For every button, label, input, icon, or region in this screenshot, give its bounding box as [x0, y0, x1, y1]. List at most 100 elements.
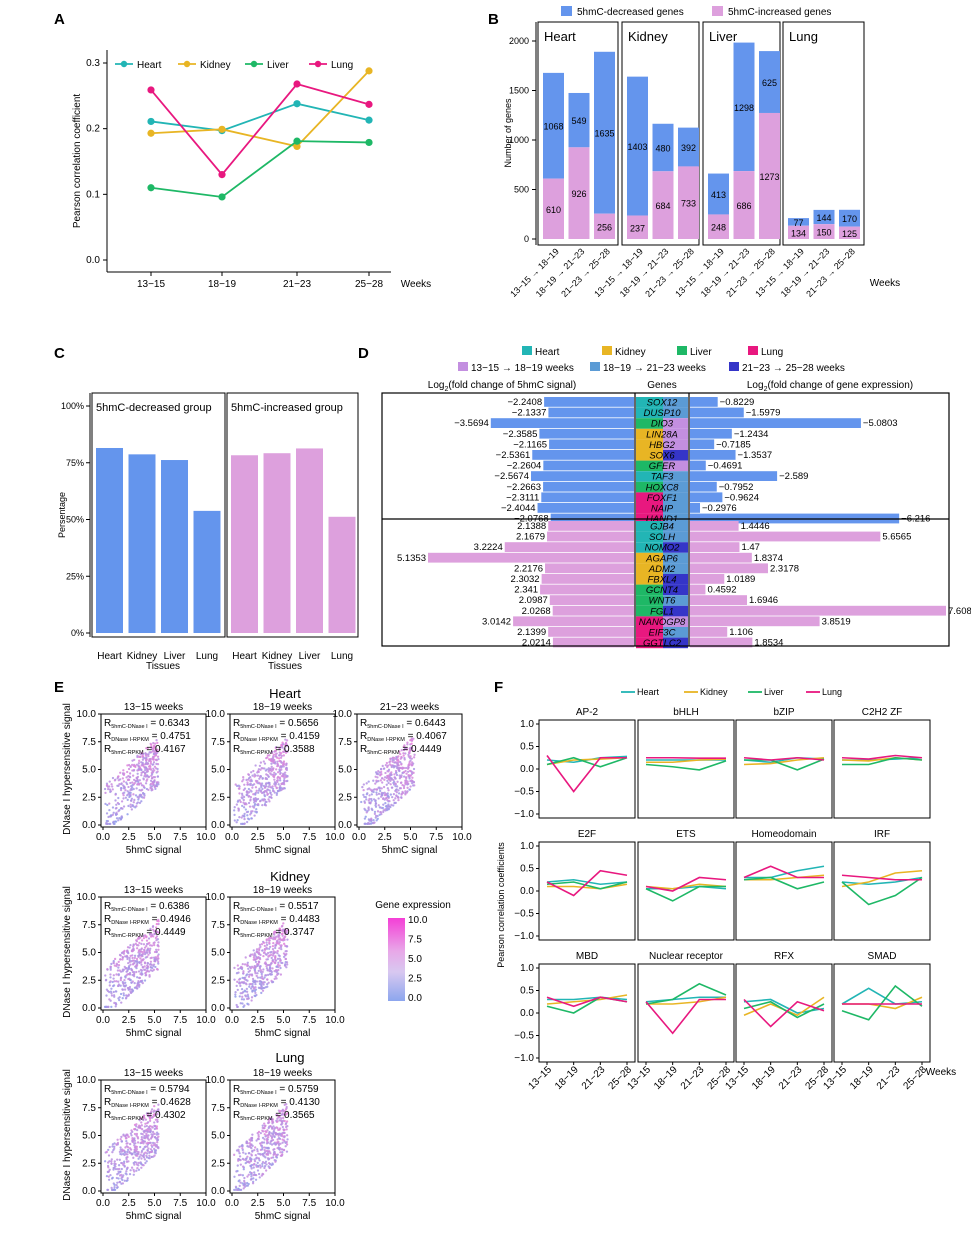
- e-scatter-point: [284, 741, 288, 744]
- d-bar-5hmc: [552, 637, 634, 648]
- e-scatter-point: [273, 750, 277, 753]
- e-scatter-point: [119, 1170, 122, 1173]
- e-scatter-point: [134, 959, 137, 963]
- e-scatter-point: [126, 790, 129, 793]
- e-scatter-point: [281, 1109, 285, 1112]
- e-scatter-point: [398, 769, 401, 772]
- d-gene-week-cell: [663, 637, 688, 649]
- e-scatter-point: [260, 975, 264, 978]
- e-scatter-lung-1-points: [233, 1103, 289, 1192]
- e-scatter-point: [263, 1133, 266, 1136]
- e-scatter-point: [382, 785, 386, 789]
- e-scatter-point: [399, 760, 402, 764]
- e-scatter-point: [272, 952, 275, 955]
- e-scatter-point: [132, 793, 135, 796]
- e-scatter-point: [406, 790, 409, 793]
- e-scatter-point: [131, 954, 134, 957]
- e-scatter-point: [266, 788, 269, 791]
- e-scatter-point: [274, 951, 277, 954]
- e-scatter-point: [135, 985, 138, 988]
- e-scatter-heart-0-y-tick-label: 0.0: [82, 820, 96, 831]
- e-scatter-point: [398, 774, 401, 777]
- d-gene-label: HBG2: [649, 440, 676, 451]
- d-legend-swatch-tissue: [602, 346, 612, 355]
- e-scatter-point: [254, 786, 258, 789]
- e-scatter-point: [243, 963, 247, 966]
- e-scatter-point: [275, 755, 278, 758]
- f-series-line-kidney: [744, 874, 825, 881]
- e-scatter-point: [133, 764, 137, 768]
- e-scatter-point: [125, 1160, 129, 1163]
- b-bar-label-decreased: 625: [762, 78, 777, 88]
- d-value-5hmc: 2.0987: [519, 595, 548, 606]
- e-scatter-point: [275, 1126, 278, 1129]
- e-scatter-point: [125, 996, 128, 999]
- e-scatter-point: [237, 1150, 240, 1153]
- e-scatter-point: [141, 965, 144, 969]
- e-scatter-point: [124, 984, 128, 987]
- e-scatter-point: [237, 967, 240, 971]
- e-scatter-point: [284, 957, 288, 961]
- e-scatter-point: [135, 1145, 139, 1149]
- e-scatter-point: [253, 1171, 256, 1174]
- f-series-line-heart: [645, 996, 726, 1003]
- e-scatter-point: [390, 771, 393, 774]
- e-scatter-point: [123, 1160, 126, 1163]
- e-scatter-point: [140, 1135, 144, 1139]
- d-gene-week-cell: [663, 418, 688, 429]
- e-scatter-point: [137, 1157, 140, 1160]
- e-scatter-point: [107, 815, 110, 819]
- e-scatter-point: [141, 796, 144, 799]
- d-bar-expression: [690, 439, 715, 450]
- d-gene-label: HOXC8: [646, 482, 679, 493]
- e-scatter-point: [243, 1004, 246, 1007]
- e-scatter-point: [251, 989, 254, 992]
- f-facet-title: E2F: [578, 829, 596, 840]
- e-scatter-point: [379, 811, 383, 814]
- e-scatter-point: [248, 1141, 251, 1145]
- e-scatter-point: [256, 964, 260, 967]
- d-gene-label: ADM2: [648, 564, 676, 575]
- d-gene-label: FOXF1: [647, 493, 678, 504]
- e-scatter-point: [105, 1174, 109, 1178]
- c-bar: [328, 516, 356, 633]
- e-scatter-point: [261, 1146, 264, 1149]
- e-scatter-point: [157, 941, 160, 944]
- e-scatter-point: [394, 784, 397, 788]
- e-scatter-point: [283, 787, 286, 790]
- e-scatter-point: [143, 962, 147, 965]
- e-scatter-point: [273, 977, 276, 981]
- e-scatter-point: [258, 980, 261, 983]
- d-gene-tissue-cell: [636, 450, 663, 461]
- e-scatter-point: [156, 741, 159, 745]
- e-scatter-lung-0-y-tick-label: 2.5: [82, 1158, 96, 1169]
- e-scatter-point: [156, 1118, 159, 1121]
- e-scatter-point: [147, 1156, 150, 1160]
- e-scatter-heart-2-x-axis-title: 5hmC signal: [382, 845, 438, 856]
- e-scatter-point: [402, 766, 406, 770]
- e-scatter-point: [147, 1147, 150, 1150]
- e-scatter-point: [254, 986, 257, 989]
- e-scatter-point: [157, 948, 160, 951]
- e-tissue-title: Lung: [276, 1050, 305, 1065]
- e-scatter-point: [108, 808, 111, 812]
- e-scatter-point: [108, 998, 111, 1001]
- e-scatter-point: [115, 1176, 118, 1180]
- e-scatter-point: [267, 770, 270, 773]
- e-scatter-point: [253, 968, 256, 971]
- e-scatter-point: [394, 771, 398, 775]
- e-scatter-point: [110, 962, 113, 966]
- e-scatter-point: [234, 993, 237, 996]
- e-scatter-point: [144, 971, 148, 974]
- d-gene-tissue-cell: [636, 574, 663, 585]
- e-scatter-point: [124, 796, 128, 799]
- e-scatter-point: [394, 797, 397, 800]
- f-facet-frame: [538, 963, 636, 1063]
- e-scatter-point: [120, 816, 123, 819]
- e-scatter-point: [105, 994, 108, 997]
- e-scatter-point: [251, 784, 254, 787]
- e-scatter-lung-0-x-axis-title: 5hmC signal: [126, 1211, 182, 1222]
- e-scatter-kidney-1-y-tick-label: 10.0: [206, 892, 226, 903]
- e-scatter-point: [261, 1124, 264, 1127]
- e-scatter-point: [115, 1186, 119, 1190]
